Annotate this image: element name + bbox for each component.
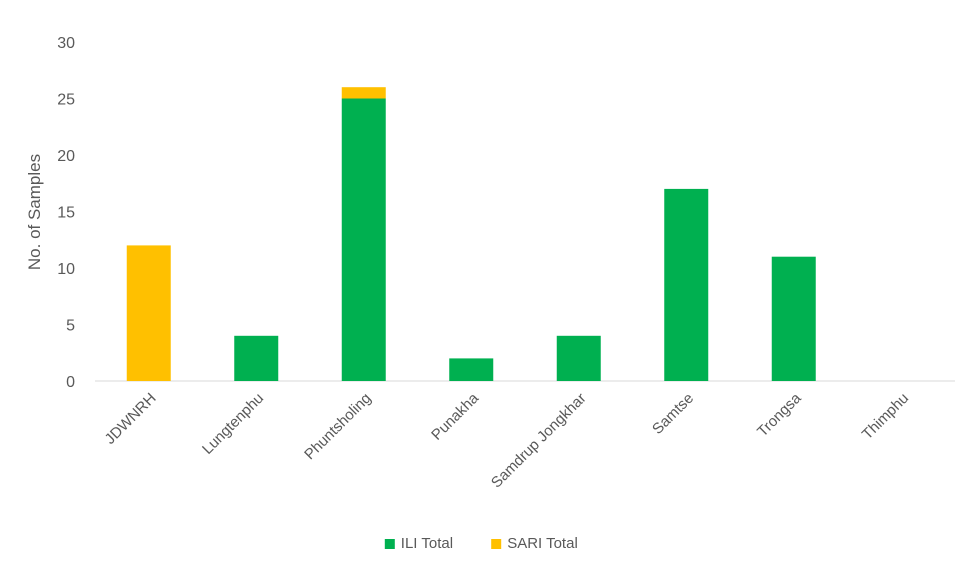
bar-ili-total: [664, 188, 709, 381]
bar-ili-total: [341, 98, 386, 381]
legend-label: SARI Total: [507, 535, 578, 552]
x-tick-label: JDWNRH: [102, 390, 160, 448]
x-tick-label: Samtse: [649, 390, 697, 438]
bar-sari-total: [126, 245, 171, 381]
bar-ili-total: [449, 358, 494, 381]
x-tick-label: Punakha: [428, 389, 482, 443]
bar-ili-total: [556, 335, 601, 381]
y-axis-ticks: 0 5 10 15 20 25 30: [57, 35, 75, 391]
bar-ili-total: [771, 256, 816, 381]
x-tick-label: Phuntsholing: [301, 390, 374, 463]
y-tick-label: 15: [57, 205, 75, 222]
y-axis-label: No. of Samples: [25, 154, 44, 270]
x-axis-ticks: JDWNRH Lungtenphu Phuntsholing Punakha Samdr…: [102, 389, 912, 491]
y-tick-label: 5: [66, 318, 75, 335]
bars: [126, 87, 816, 381]
legend-swatch: [491, 539, 502, 549]
y-tick-label: 25: [57, 92, 75, 109]
x-tick-label: Lungtenphu: [199, 390, 267, 458]
x-tick-label: Samdrup Jongkhar: [488, 390, 590, 492]
legend-label: ILI Total: [401, 535, 453, 552]
y-tick-label: 30: [57, 35, 75, 52]
x-tick-label: Thimphu: [859, 390, 912, 443]
x-tick-label: Trongsa: [754, 389, 805, 440]
legend: ILI Total SARI Total: [384, 535, 578, 552]
legend-swatch: [384, 539, 395, 549]
bar-ili-total: [234, 335, 279, 381]
y-tick-label: 0: [66, 374, 75, 391]
y-tick-label: 20: [57, 148, 75, 165]
bar-sari-total: [341, 87, 386, 99]
y-tick-label: 10: [57, 261, 75, 278]
